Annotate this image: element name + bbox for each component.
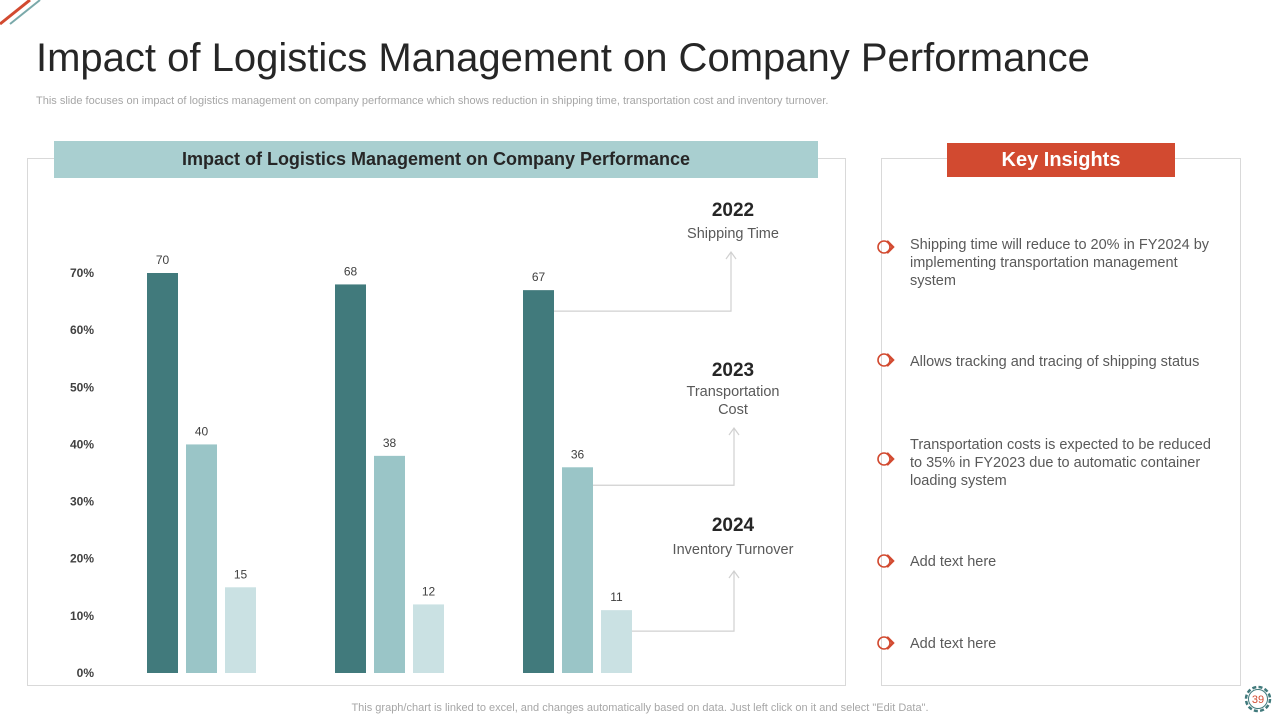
chevron-bullet-icon [877,554,895,568]
annotation-year: 2023 [712,360,754,381]
y-tick-label: 40% [70,437,94,451]
bar-value-label: 38 [383,436,397,450]
y-tick-label: 0% [77,666,95,680]
annotation-year: 2022 [712,200,754,221]
page-number: 39 [1252,694,1264,706]
chart-footnote: This graph/chart is linked to excel, and… [351,702,929,714]
bar [562,467,593,673]
connector-line [593,428,735,486]
bar [374,455,405,673]
annotation-label: Shipping Time [687,226,779,242]
arrow-head-icon [725,250,737,260]
annotation-label: Transportation Cost [687,384,780,418]
insight-text: Allows tracking and tracing of shipping … [910,354,1200,370]
y-tick-label: 10% [70,609,94,623]
page-number-badge: 39 [1244,685,1272,713]
bar [413,604,444,673]
page-subtitle: This slide focuses on impact of logistic… [36,95,829,107]
bar-value-label: 40 [195,424,209,438]
bar-value-label: 15 [234,567,248,581]
bar-value-label: 36 [571,447,585,461]
bar-value-label: 68 [344,264,358,278]
bar-value-label: 11 [610,590,623,604]
insight-text: Add text here [910,636,997,652]
insight-item: Add text here [876,632,1236,654]
arrow-head-icon [728,426,740,436]
corner-decoration [0,0,41,26]
bar [335,284,366,673]
bar [601,610,632,673]
y-tick-label: 60% [70,323,94,337]
annotation-label: Inventory Turnover [673,542,794,558]
page-title: Impact of Logistics Management on Compan… [36,36,1090,80]
insight-item: Add text here [876,550,1236,572]
insight-item: Allows tracking and tracing of shipping … [876,349,1236,371]
insight-text: Add text here [910,554,997,570]
bar [225,587,256,673]
connector-line [632,571,735,632]
chart-header: Impact of Logistics Management on Compan… [54,141,818,178]
insight-item: Transportation costs is expected to be r… [876,436,1236,490]
bar-value-label: 67 [532,270,546,284]
insights-header: Key Insights [947,143,1175,177]
insight-text: Shipping time will reduce to 20% in FY20… [910,237,1210,289]
chevron-bullet-icon [877,353,895,367]
bar [186,444,217,673]
chevron-bullet-icon [877,452,895,466]
insight-item: Shipping time will reduce to 20% in FY20… [876,236,1236,290]
connector-line [554,252,732,312]
y-tick-label: 50% [70,380,94,394]
y-tick-label: 20% [70,552,94,566]
chevron-bullet-icon [877,240,895,254]
arrow-head-icon [728,569,740,579]
chevron-bullet-icon [877,636,895,650]
bar-value-label: 70 [156,253,170,267]
y-tick-label: 30% [70,495,94,509]
y-tick-label: 70% [70,266,94,280]
bar [147,273,178,673]
bar-value-label: 12 [422,584,436,598]
bar [523,290,554,673]
insight-text: Transportation costs is expected to be r… [910,437,1211,489]
annotation-year: 2024 [712,515,755,536]
